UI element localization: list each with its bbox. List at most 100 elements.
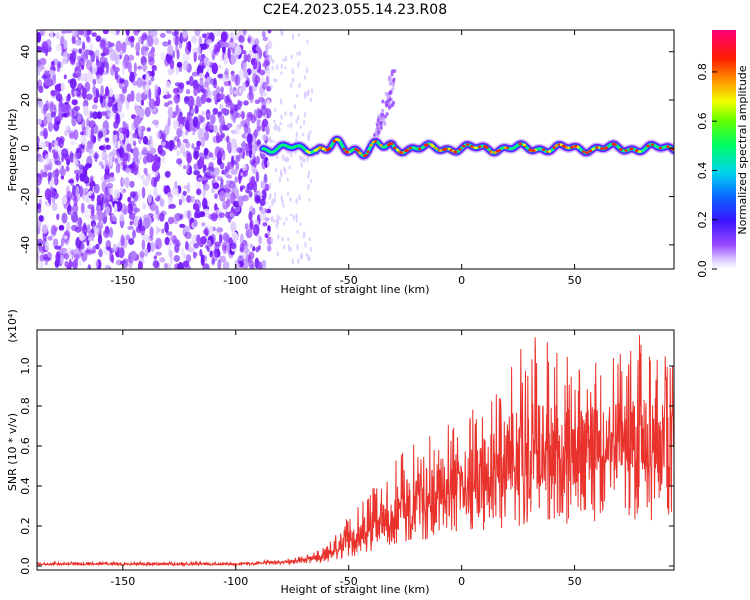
spectrogram-noise-blob: [100, 85, 104, 97]
spectrogram-noise-blob: [87, 264, 92, 269]
spectrogram-noise-blob: [185, 240, 189, 251]
colorbar-tick-label: 0.8: [696, 63, 709, 81]
spectrogram-noise-blob: [182, 151, 187, 158]
spectrogram-noise-blob: [132, 30, 140, 36]
spectrogram-noise-blob: [280, 71, 283, 76]
spectrogram-noise-blob: [281, 236, 284, 242]
spectrogram-noise-blob: [144, 83, 150, 92]
snr-x-tick-label: -150: [110, 575, 135, 588]
spectrogram-noise-blob: [235, 154, 241, 162]
spectrogram-noise-blob: [211, 249, 218, 262]
spectrogram-noise-blob: [107, 101, 113, 108]
spectrogram-noise-blob: [296, 258, 300, 265]
colorbar-ticks: 0.0 0.2 0.4 0.6 0.8: [696, 63, 717, 278]
spectrogram-hot-spot: [321, 147, 325, 150]
spectrogram-noise-blob: [262, 222, 268, 227]
spectrogram-noise-blob: [57, 60, 61, 69]
spectrogram-noise-blob: [252, 168, 258, 175]
spectrogram-noise-blob: [105, 240, 112, 250]
spectrogram-hot-spot: [408, 146, 412, 150]
spectrogram-noise-blob: [222, 232, 230, 242]
spectrogram-noise-blob: [280, 63, 283, 69]
spectrogram-noise-blob: [167, 116, 171, 128]
spectrogram-noise-blob: [248, 211, 253, 222]
spectrogram-noise-blob: [235, 161, 240, 171]
spectrogram-noise-blob: [241, 81, 247, 92]
spectrogram-noise-blob: [153, 255, 157, 260]
spectrogram-noise-blob: [193, 170, 200, 176]
spectrogram-noise-blob: [153, 177, 158, 188]
spectrogram-noise-blob: [140, 225, 146, 236]
spectrogram-noise-blob: [133, 203, 137, 216]
spectrogram-noise-blob: [230, 168, 238, 176]
spectrogram-noise-blob: [121, 86, 127, 94]
spectrogram-noise-blob: [128, 212, 135, 220]
spectrogram-noise-blob: [39, 141, 47, 150]
spectrogram-noise-blob: [43, 115, 48, 127]
spectrogram-noise-blob: [216, 227, 224, 233]
spectrogram-noise-blob: [161, 228, 165, 234]
spectrogram-noise-blob: [71, 35, 76, 45]
spectrogram-noise-blob: [93, 183, 100, 194]
spectrogram-noise-blob: [93, 96, 99, 104]
spectrogram-noise-blob: [117, 241, 122, 250]
spectrogram-noise-blob: [148, 30, 151, 37]
spectrogram-noise-blob: [200, 43, 208, 50]
spectrogram-noise-blob: [60, 82, 65, 92]
spectrogram-noise-blob: [60, 103, 68, 114]
spectrogram-noise-blob: [98, 130, 104, 139]
spectrogram-noise-blob: [186, 152, 192, 164]
spectrogram-noise-blob: [51, 202, 58, 212]
spectrogram-noise-blob: [206, 112, 211, 119]
spectrogram-noise-blob: [179, 223, 186, 228]
spectrogram-noise-blob: [287, 157, 290, 162]
spectrogram-hot-spot: [307, 151, 311, 154]
spectrogram-hot-spot: [582, 150, 586, 154]
spectrogram-noise-blob: [184, 231, 192, 240]
spectrogram-noise-blob: [186, 88, 191, 95]
spectrogram-noise-blob: [178, 66, 182, 73]
spectrogram-noise-blob: [138, 107, 145, 119]
spectrogram-noise-blob: [214, 193, 218, 200]
spectrogram-noise-blob: [256, 119, 261, 128]
spectrogram-branch-blob: [383, 120, 387, 125]
spectrogram-noise-blob: [224, 187, 231, 193]
spectrogram-noise-blob: [193, 79, 198, 87]
spectrogram-noise-blob: [43, 253, 48, 260]
spectrogram-noise-blob: [238, 35, 245, 43]
spectrogram-hot-spot: [342, 147, 346, 151]
spectrogram-noise-blob: [209, 225, 214, 234]
spectrogram-noise-blob: [164, 124, 170, 136]
spectrogram-noise-blob: [44, 260, 49, 266]
spectrogram-noise-blob: [218, 212, 225, 219]
spectrogram-noise-blob: [85, 125, 91, 138]
spectrogram-noise-blob: [200, 236, 207, 245]
spectrogram-noise-blob: [226, 122, 233, 128]
spectrogram-noise-blob: [220, 86, 224, 94]
spectrogram-noise-blob: [179, 143, 185, 155]
spectrogram-noise-blob: [138, 152, 143, 161]
spectrogram-y-tick-label: 20: [19, 93, 32, 107]
spectrogram-noise-blob: [273, 78, 276, 83]
spectrogram-noise-blob: [169, 139, 175, 149]
spectrogram-noise-blob: [277, 234, 280, 240]
spectrogram-noise-blob: [273, 197, 276, 204]
spectrogram-noise-blob: [90, 193, 95, 202]
spectrogram-x-tick-label: -100: [223, 274, 248, 287]
spectrogram-noise-blob: [109, 155, 113, 167]
spectrogram-noise-blob: [120, 112, 125, 119]
spectrogram-noise-blob: [283, 244, 286, 250]
spectrogram-noise-blob: [167, 216, 175, 225]
spectrogram-noise-blob: [155, 251, 162, 256]
spectrogram-branch-blob: [377, 130, 380, 134]
spectrogram-noise-blob: [58, 169, 62, 175]
spectrogram-noise-blob: [242, 30, 247, 36]
spectrogram-noise-blob: [296, 51, 299, 56]
spectrogram-noise-blob: [86, 93, 93, 101]
spectrogram-hot-spot: [541, 148, 546, 152]
spectrogram-noise-blob: [297, 114, 300, 121]
spectrogram-noise-blob: [289, 112, 292, 116]
spectrogram-noise-blob: [122, 120, 127, 129]
spectrogram-noise-blob: [296, 229, 299, 234]
spectrogram-noise-blob: [266, 236, 273, 245]
